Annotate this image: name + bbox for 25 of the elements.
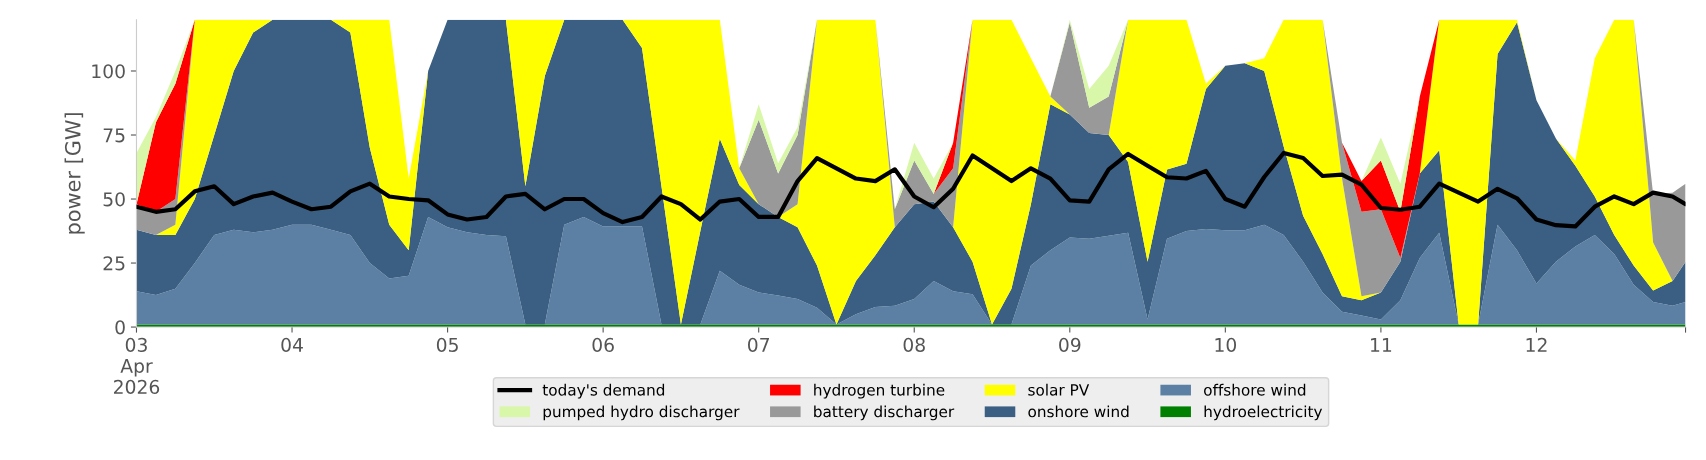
x-tick-label: 03 Apr 2026 xyxy=(113,337,160,394)
legend-label: pumped hydro discharger xyxy=(543,405,740,421)
x-tick-label: 11 xyxy=(1371,338,1392,352)
y-tick-label: 25 xyxy=(103,256,125,271)
x-tick-label: 08 xyxy=(903,337,925,352)
y-axis-title: power [GW] xyxy=(64,113,85,234)
legend-label: offshore wind xyxy=(1204,383,1306,396)
x-tick-label: 05 xyxy=(436,337,458,352)
y-tick-label: 75 xyxy=(103,128,125,143)
x-tick-label: 12 xyxy=(1526,337,1547,352)
legend-label: solar PV xyxy=(1028,383,1090,396)
x-tick-label: 06 xyxy=(592,337,614,352)
x-tick-label: 07 xyxy=(748,337,770,352)
legend-label: onshore wind xyxy=(1028,405,1129,418)
x-tick-label: 09 xyxy=(1059,337,1081,352)
x-tick-label: 10 xyxy=(1215,337,1237,352)
line-series xyxy=(136,150,1686,229)
y-tick-label: 50 xyxy=(103,192,125,207)
legend-label: battery discharger xyxy=(814,405,955,421)
x-tick-label: 04 xyxy=(281,337,303,352)
legend-label: hydrogen turbine xyxy=(814,383,945,399)
legend-label: today's demand xyxy=(542,383,665,399)
y-tick-label: 0 xyxy=(115,320,125,335)
y-tick-label: 100 xyxy=(92,64,125,79)
legend-label: hydroelectricity xyxy=(1204,405,1323,421)
